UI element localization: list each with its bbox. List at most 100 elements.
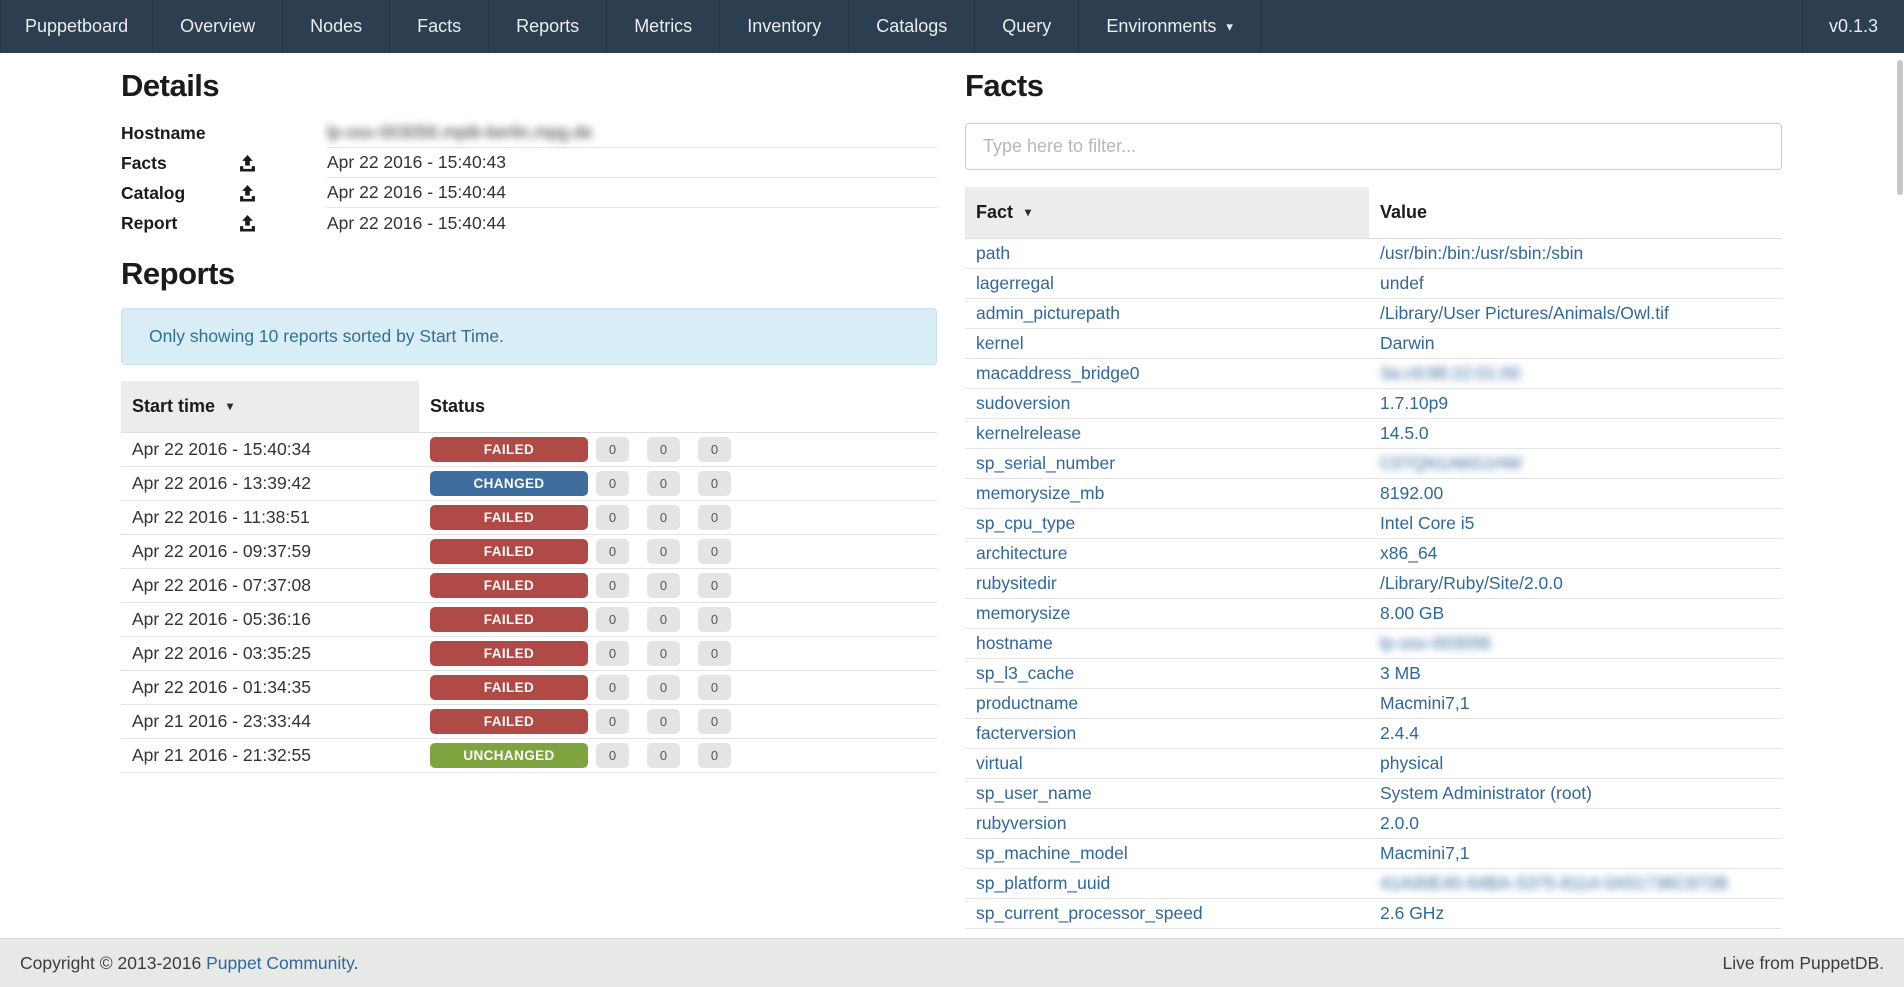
navbar-item-query[interactable]: Query — [975, 0, 1080, 53]
fact-value-link[interactable]: physical — [1380, 753, 1444, 773]
fact-link[interactable]: admin_picturepath — [976, 303, 1120, 323]
fact-link[interactable]: productname — [976, 693, 1079, 713]
facts-header-value[interactable]: Value — [1369, 187, 1782, 239]
fact-value-link[interactable]: /usr/bin:/bin:/usr/sbin:/sbin — [1380, 243, 1584, 263]
fact-link[interactable]: kernelrelease — [976, 423, 1082, 443]
fact-value-link[interactable]: 2.0.0 — [1380, 813, 1419, 833]
fact-value-link[interactable]: Macmini7,1 — [1380, 843, 1470, 863]
report-status-wrap: UNCHANGED 0 0 0 — [430, 743, 926, 768]
fact-link[interactable]: lagerregal — [976, 273, 1054, 293]
scrollbar-thumb[interactable] — [1897, 60, 1903, 195]
fact-link[interactable]: kernel — [976, 333, 1024, 353]
status-badge[interactable]: FAILED — [430, 675, 588, 700]
puppet-community-link[interactable]: Puppet Community — [206, 952, 354, 973]
navbar-item-facts[interactable]: Facts — [390, 0, 490, 53]
fact-value-cell: C07QN1A6G1HW — [1369, 448, 1782, 479]
fact-link[interactable]: rubyversion — [976, 813, 1067, 833]
fact-link[interactable]: memorysize — [976, 603, 1071, 623]
reports-header-status[interactable]: Status — [419, 381, 937, 433]
upload-icon — [240, 154, 255, 171]
fact-link[interactable]: path — [976, 243, 1011, 263]
navbar-item-overview[interactable]: Overview — [153, 0, 284, 53]
fact-link[interactable]: sp_user_name — [976, 783, 1092, 803]
status-badge[interactable]: FAILED — [430, 709, 588, 734]
fact-value-link[interactable]: 3a:c9:88:22:01:00 — [1380, 363, 1521, 383]
status-badge[interactable]: UNCHANGED — [430, 743, 588, 768]
reports-header-start-time[interactable]: Start time ▾ — [121, 381, 419, 433]
navbar-item-environments[interactable]: Environments ▾ — [1079, 0, 1261, 53]
fact-value-link[interactable]: 14.5.0 — [1380, 423, 1429, 443]
navbar-brand[interactable]: Puppetboard — [0, 0, 154, 53]
fact-value-link[interactable]: 1.7.10p9 — [1380, 393, 1449, 413]
fact-value-link[interactable]: C07QN1A6G1HW — [1380, 453, 1522, 473]
fact-link[interactable]: hostname — [976, 633, 1053, 653]
fact-link[interactable]: rubysitedir — [976, 573, 1057, 593]
details-title: Details — [121, 68, 220, 103]
count-badge: 0 — [596, 641, 629, 666]
fact-value-link[interactable]: Intel Core i5 — [1380, 513, 1475, 533]
count-badge: 0 — [647, 471, 680, 496]
fact-link[interactable]: sudoversion — [976, 393, 1071, 413]
navbar-item-label: Inventory — [747, 16, 822, 36]
fact-value-link[interactable]: /Library/Ruby/Site/2.0.0 — [1380, 573, 1563, 593]
fact-value-link[interactable]: 8192.00 — [1380, 483, 1444, 503]
report-status-cell: FAILED 0 0 0 — [419, 500, 937, 535]
details-table: Hostname lp-osx-003056.mpib-berlin.mpg.de… — [121, 118, 937, 238]
status-badge[interactable]: FAILED — [430, 539, 588, 564]
status-badge[interactable]: FAILED — [430, 437, 588, 462]
fact-value-link[interactable]: 3 MB — [1380, 663, 1421, 683]
fact-value-link[interactable]: Darwin — [1380, 333, 1435, 353]
navbar-item-catalogs[interactable]: Catalogs — [849, 0, 976, 53]
fact-name-cell: kernel — [965, 328, 1369, 359]
status-badge[interactable]: FAILED — [430, 505, 588, 530]
fact-link[interactable]: virtual — [976, 753, 1023, 773]
details-value: lp-osx-003056.mpib-berlin.mpg.de — [327, 118, 937, 148]
count-badge: 0 — [698, 539, 731, 564]
facts-filter-input[interactable] — [965, 123, 1782, 170]
navbar-item-inventory[interactable]: Inventory — [720, 0, 850, 53]
fact-row: sp_current_processor_speed 2.6 GHz — [965, 898, 1782, 929]
fact-row: kernelrelease 14.5.0 — [965, 418, 1782, 449]
environments-label: Environments — [1106, 16, 1217, 36]
fact-link[interactable]: macaddress_bridge0 — [976, 363, 1140, 383]
fact-value-link[interactable]: 2.4.4 — [1380, 723, 1419, 743]
fact-value-link[interactable]: x86_64 — [1380, 543, 1438, 563]
navbar-brand-label: Puppetboard — [25, 16, 129, 36]
fact-value-cell: /Library/Ruby/Site/2.0.0 — [1369, 568, 1782, 599]
fact-value-link[interactable]: Macmini7,1 — [1380, 693, 1470, 713]
fact-link[interactable]: sp_l3_cache — [976, 663, 1075, 683]
fact-link[interactable]: memorysize_mb — [976, 483, 1105, 503]
status-badge[interactable]: FAILED — [430, 607, 588, 632]
page-footer: Copyright © 2013-2016 Puppet Community. … — [0, 938, 1904, 987]
navbar-item-nodes[interactable]: Nodes — [283, 0, 391, 53]
fact-value-link[interactable]: lp-osx-003056 — [1380, 633, 1491, 653]
fact-name-cell: productname — [965, 688, 1369, 719]
details-label-text: Hostname — [121, 122, 206, 143]
navbar-item-metrics[interactable]: Metrics — [607, 0, 721, 53]
fact-link[interactable]: sp_cpu_type — [976, 513, 1076, 533]
report-status-cell: FAILED 0 0 0 — [419, 670, 937, 705]
fact-value-link[interactable]: System Administrator (root) — [1380, 783, 1592, 803]
fact-value-link[interactable]: /Library/User Pictures/Animals/Owl.tif — [1380, 303, 1669, 323]
navbar-item-reports[interactable]: Reports — [489, 0, 608, 53]
fact-link[interactable]: sp_platform_uuid — [976, 873, 1111, 893]
fact-name-cell: sp_platform_uuid — [965, 868, 1369, 899]
fact-link[interactable]: sp_serial_number — [976, 453, 1116, 473]
status-badge[interactable]: FAILED — [430, 573, 588, 598]
scrollbar-track[interactable] — [1896, 0, 1904, 987]
facts-header-fact[interactable]: Fact ▾ — [965, 187, 1369, 239]
fact-value-cell: undef — [1369, 268, 1782, 299]
fact-value-link[interactable]: 8.00 GB — [1380, 603, 1445, 623]
fact-value-link[interactable]: undef — [1380, 273, 1424, 293]
count-badge: 0 — [596, 709, 629, 734]
fact-value-link[interactable]: 41A00E40-64BA-5375-8114-0A51736C872B — [1380, 873, 1729, 893]
status-badge[interactable]: CHANGED — [430, 471, 588, 496]
facts-table: Fact ▾ Value path/usr/bin:/bin:/usr/sbin… — [965, 187, 1782, 929]
fact-link[interactable]: sp_current_processor_speed — [976, 903, 1203, 923]
fact-name-cell: sp_user_name — [965, 778, 1369, 809]
fact-value-link[interactable]: 2.6 GHz — [1380, 903, 1445, 923]
status-badge[interactable]: FAILED — [430, 641, 588, 666]
fact-link[interactable]: sp_machine_model — [976, 843, 1128, 863]
fact-link[interactable]: facterversion — [976, 723, 1077, 743]
fact-link[interactable]: architecture — [976, 543, 1068, 563]
